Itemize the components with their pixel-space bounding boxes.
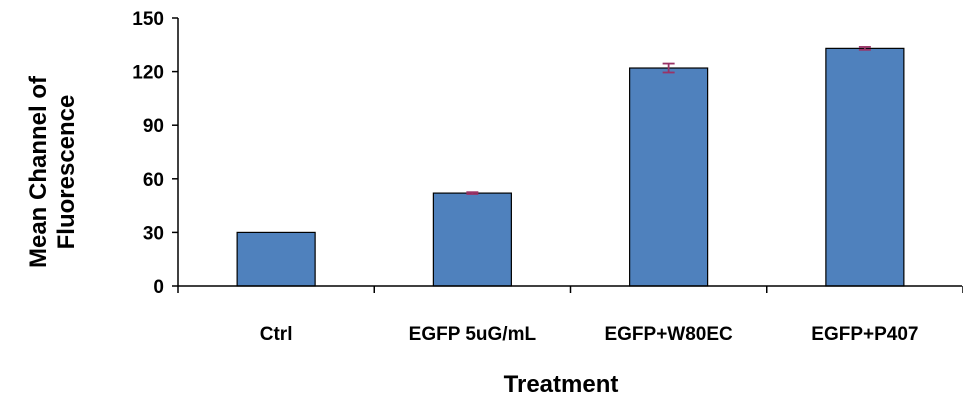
y-tick-label: 60 bbox=[143, 170, 164, 191]
category-label: Ctrl bbox=[260, 324, 293, 345]
y-tick-label: 150 bbox=[132, 9, 164, 30]
bar-egfp-w80ec bbox=[629, 67, 709, 287]
y-tick-label: 90 bbox=[143, 116, 164, 137]
bar-egfp-p407 bbox=[825, 47, 905, 287]
error-bars bbox=[466, 46, 871, 195]
bar-egfp-5ug-ml bbox=[432, 192, 512, 287]
y-tick-labels: 0 30 60 90 120 150 bbox=[132, 9, 164, 298]
bar-ctrl bbox=[236, 231, 316, 287]
error-bar bbox=[858, 46, 871, 51]
category-label: EGFP+W80EC bbox=[604, 324, 733, 345]
bars bbox=[236, 47, 905, 287]
x-axis-ticks bbox=[177, 286, 963, 293]
y-tick-label: 120 bbox=[132, 63, 164, 84]
x-axis-title: Treatment bbox=[504, 371, 619, 398]
y-tick-label: 30 bbox=[143, 223, 164, 244]
category-labels: Ctrl EGFP 5uG/mL EGFP+W80EC EGFP+P407 bbox=[260, 324, 919, 345]
y-tick-label: 0 bbox=[153, 277, 164, 298]
category-label: EGFP+P407 bbox=[811, 324, 918, 345]
error-bar bbox=[466, 191, 479, 195]
y-axis-title-line-1: Mean Channel of bbox=[25, 75, 52, 268]
y-axis-ticks bbox=[172, 17, 178, 287]
error-bar bbox=[662, 62, 675, 74]
category-label: EGFP 5uG/mL bbox=[409, 324, 537, 345]
y-axis-title-line-2: Fluorescence bbox=[53, 95, 80, 250]
